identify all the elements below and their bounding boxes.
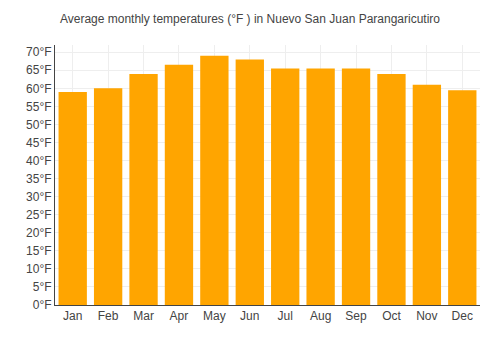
svg-text:10°F: 10°F: [26, 262, 51, 276]
svg-text:20°F: 20°F: [26, 226, 51, 240]
svg-text:Jan: Jan: [63, 309, 82, 323]
svg-text:25°F: 25°F: [26, 208, 51, 222]
svg-text:40°F: 40°F: [26, 154, 51, 168]
svg-text:55°F: 55°F: [26, 100, 51, 114]
svg-text:70°F: 70°F: [26, 45, 51, 59]
svg-text:0°F: 0°F: [33, 298, 52, 312]
svg-text:Oct: Oct: [382, 309, 401, 323]
svg-text:15°F: 15°F: [26, 244, 51, 258]
svg-text:5°F: 5°F: [33, 280, 52, 294]
svg-text:60°F: 60°F: [26, 82, 51, 96]
svg-text:Apr: Apr: [170, 309, 189, 323]
svg-text:Sep: Sep: [345, 309, 367, 323]
svg-text:Nov: Nov: [416, 309, 437, 323]
svg-text:Dec: Dec: [452, 309, 473, 323]
svg-text:Feb: Feb: [98, 309, 119, 323]
svg-text:45°F: 45°F: [26, 136, 51, 150]
svg-text:Jun: Jun: [240, 309, 259, 323]
svg-text:65°F: 65°F: [26, 63, 51, 77]
svg-text:50°F: 50°F: [26, 118, 51, 132]
svg-text:35°F: 35°F: [26, 172, 51, 186]
svg-text:Aug: Aug: [310, 309, 331, 323]
svg-text:Jul: Jul: [278, 309, 293, 323]
svg-text:30°F: 30°F: [26, 190, 51, 204]
svg-text:Average monthly temperatures (: Average monthly temperatures (°F ) in Nu…: [60, 12, 440, 26]
svg-text:May: May: [203, 309, 226, 323]
svg-text:Mar: Mar: [133, 309, 154, 323]
